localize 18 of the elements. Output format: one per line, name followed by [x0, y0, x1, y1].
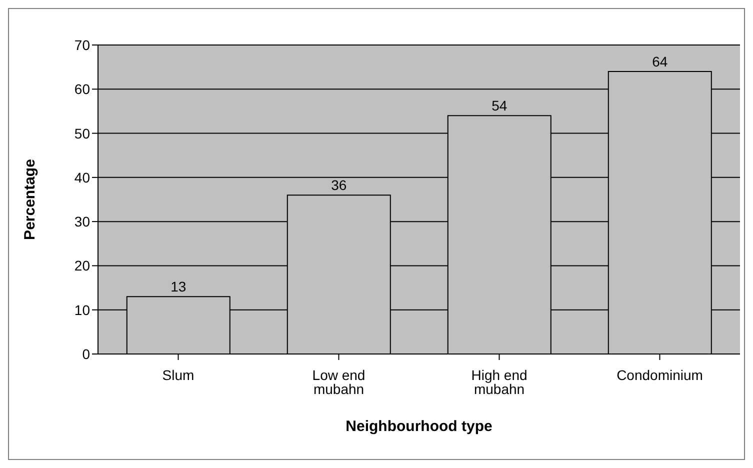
y-tick-label: 50: [74, 125, 90, 142]
y-tick-label: 40: [74, 169, 90, 186]
y-tick-label: 60: [74, 81, 90, 98]
data-label: 64: [652, 53, 668, 70]
y-axis-title: Percentage: [21, 159, 38, 240]
data-label: 54: [492, 98, 508, 114]
x-tick-label: Low end mubahn: [312, 366, 366, 397]
y-tick-label: 20: [74, 258, 90, 274]
y-tick-label: 30: [74, 214, 90, 230]
x-axis-title: Neighbourhood type: [346, 418, 492, 435]
data-label: 36: [331, 177, 347, 194]
y-tick-label: 10: [74, 302, 90, 318]
y-tick-label: 70: [74, 36, 90, 53]
x-tick-label: High end mubahn: [471, 366, 528, 397]
y-tick-label: 0: [82, 346, 90, 362]
x-tick-label: Slum: [162, 366, 194, 383]
data-label: 13: [170, 278, 186, 295]
x-tick-label: Condominium: [616, 366, 703, 383]
